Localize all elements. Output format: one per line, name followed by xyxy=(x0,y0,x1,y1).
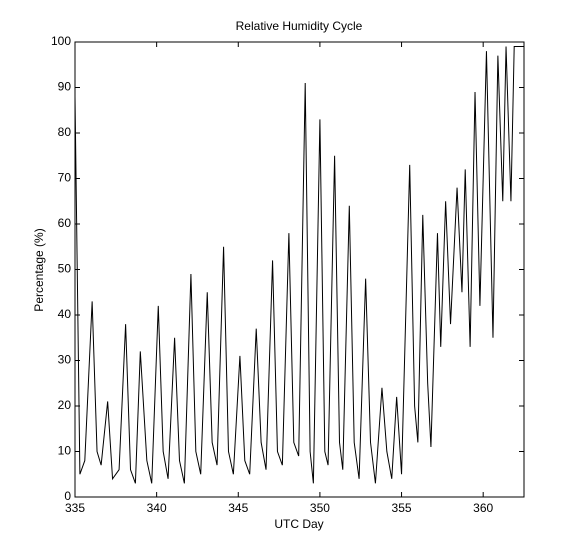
y-tick-label: 100 xyxy=(51,34,71,48)
y-tick-label: 30 xyxy=(58,353,72,367)
y-tick-label: 0 xyxy=(64,489,71,503)
y-tick-label: 70 xyxy=(58,171,72,185)
y-tick-label: 50 xyxy=(58,262,72,276)
y-tick-label: 40 xyxy=(58,307,72,321)
y-tick-label: 20 xyxy=(58,398,72,412)
x-tick-label: 360 xyxy=(473,501,493,515)
y-axis-label: Percentage (%) xyxy=(32,228,46,311)
chart-title: Relative Humidity Cycle xyxy=(236,19,363,33)
y-tick-label: 60 xyxy=(58,216,72,230)
x-tick-label: 345 xyxy=(228,501,248,515)
line-series xyxy=(74,46,524,484)
x-axis-label: UTC Day xyxy=(274,517,323,531)
x-tick-label: 350 xyxy=(310,501,330,515)
x-tick-label: 355 xyxy=(392,501,412,515)
y-tick-label: 80 xyxy=(58,125,72,139)
y-tick-label: 90 xyxy=(58,80,72,94)
y-tick-label: 10 xyxy=(58,444,72,458)
x-tick-label: 335 xyxy=(65,501,85,515)
x-tick-label: 340 xyxy=(147,501,167,515)
